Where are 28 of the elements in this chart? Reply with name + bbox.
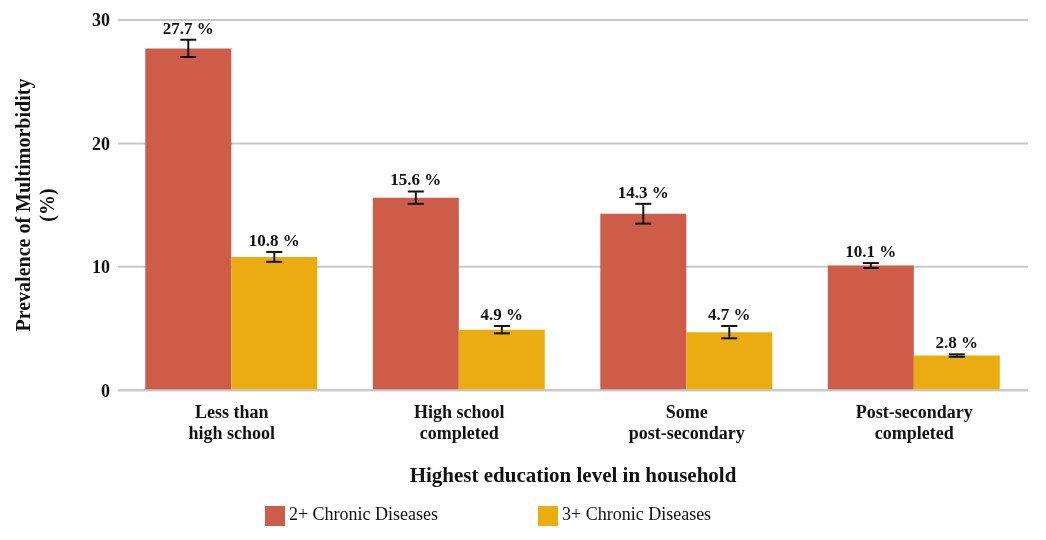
data-label: 10.1 % xyxy=(845,242,897,262)
y-axis-title: Prevalence of Multimorbidity (%) xyxy=(12,78,59,332)
x-tick-label: High school completed xyxy=(413,402,505,444)
bar xyxy=(145,48,232,391)
x-tick-label: Less than high school xyxy=(188,402,276,444)
data-label: 2.8 % xyxy=(935,333,979,353)
x-axis-title: Highest education level in household xyxy=(409,463,737,488)
legend-label: 3+ Chronic Diseases xyxy=(562,504,712,525)
data-label: 4.9 % xyxy=(480,304,524,324)
bar xyxy=(231,256,318,391)
x-tick-label: Post-secondary completed xyxy=(855,402,973,444)
y-tick-label: 30 xyxy=(92,10,110,31)
data-label: 15.6 % xyxy=(390,170,442,190)
legend-label: 2+ Chronic Diseases xyxy=(288,504,438,525)
y-tick-label: 0 xyxy=(101,380,110,401)
bar xyxy=(372,197,459,391)
y-tick-label: 20 xyxy=(92,133,110,154)
data-label: 14.3 % xyxy=(617,182,669,202)
x-tick-label: Some post-secondary xyxy=(628,402,745,444)
bar xyxy=(827,265,914,391)
bar xyxy=(913,355,1000,391)
bar xyxy=(600,213,687,391)
y-tick-label: 10 xyxy=(92,257,110,278)
data-label: 4.7 % xyxy=(708,304,751,324)
data-label: 27.7 % xyxy=(162,18,214,38)
bar xyxy=(686,332,773,391)
bar xyxy=(458,329,545,391)
data-label: 10.8 % xyxy=(248,230,300,250)
